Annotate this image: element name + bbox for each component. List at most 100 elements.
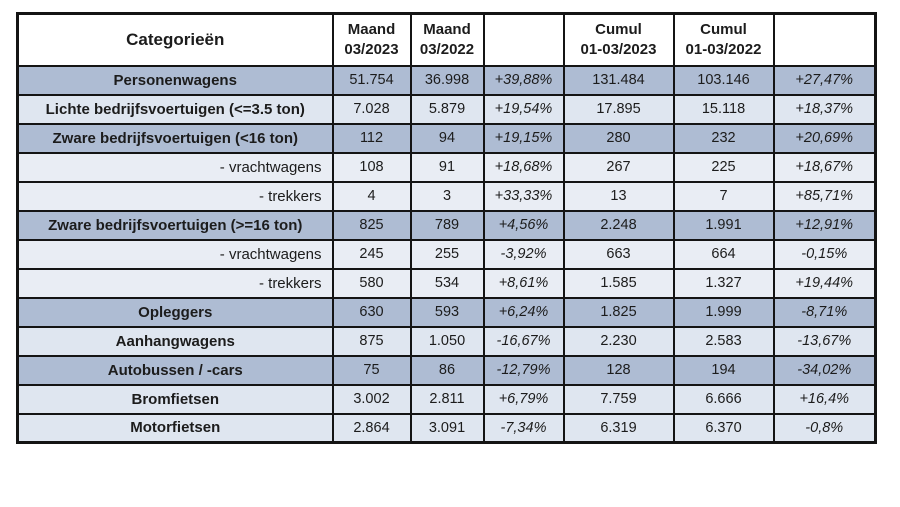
cell-pct-maand: -7,34%	[482, 412, 565, 444]
cell-cumul-2023: 663	[562, 238, 675, 270]
cell-cumul-2022: 1.999	[672, 296, 775, 328]
cell-maand-2023: 3.002	[331, 383, 412, 415]
row-aanhangwagens: Aanhangwagens 875 1.050 -16,67% 2.230 2.…	[16, 325, 877, 357]
cell-maand-2023: 245	[331, 238, 412, 270]
cell-cumul-2022: 7	[672, 180, 775, 212]
header-maand-2022-line1: Maand	[423, 21, 471, 39]
cell-category: Zware bedrijfsvoertuigen (<16 ton)	[16, 122, 334, 154]
cell-maand-2022: 94	[409, 122, 485, 154]
cell-pct-cumul: +85,71%	[772, 180, 877, 212]
row-zware-bedrijfsvoertuigen-ge16: Zware bedrijfsvoertuigen (>=16 ton) 825 …	[16, 209, 877, 241]
cell-pct-maand: +18,68%	[482, 151, 565, 183]
cell-category: Personenwagens	[16, 64, 334, 96]
header-maand-2023: Maand 03/2023	[331, 12, 412, 67]
cell-category: - vrachtwagens	[16, 238, 334, 270]
cell-pct-cumul: +12,91%	[772, 209, 877, 241]
header-cumul-2022-line2: 01-03/2022	[685, 40, 762, 58]
cell-maand-2023: 112	[331, 122, 412, 154]
header-cumul-2022: Cumul 01-03/2022	[672, 12, 775, 67]
cell-pct-maand: +4,56%	[482, 209, 565, 241]
vehicle-registrations-table: Categorieën Maand 03/2023 Maand 03/2022 …	[16, 12, 877, 444]
header-maand-2023-line2: 03/2023	[344, 40, 399, 58]
cell-cumul-2023: 7.759	[562, 383, 675, 415]
row-autobussen: Autobussen / -cars 75 86 -12,79% 128 194…	[16, 354, 877, 386]
cell-pct-maand: +6,79%	[482, 383, 565, 415]
cell-cumul-2022: 2.583	[672, 325, 775, 357]
cell-maand-2023: 580	[331, 267, 412, 299]
cell-cumul-2022: 225	[672, 151, 775, 183]
header-maand-2022: Maand 03/2022	[409, 12, 485, 67]
cell-pct-maand: +19,54%	[482, 93, 565, 125]
cell-pct-maand: -16,67%	[482, 325, 565, 357]
cell-maand-2022: 593	[409, 296, 485, 328]
cell-maand-2022: 789	[409, 209, 485, 241]
header-maand-2023-line1: Maand	[347, 21, 396, 39]
cell-category: - trekkers	[16, 267, 334, 299]
cell-category: Zware bedrijfsvoertuigen (>=16 ton)	[16, 209, 334, 241]
page: Categorieën Maand 03/2023 Maand 03/2022 …	[16, 12, 877, 444]
cell-cumul-2022: 194	[672, 354, 775, 386]
row-zware-bedrijfsvoertuigen-lt16: Zware bedrijfsvoertuigen (<16 ton) 112 9…	[16, 122, 877, 154]
cell-cumul-2023: 2.230	[562, 325, 675, 357]
cell-pct-maand: +33,33%	[482, 180, 565, 212]
cell-category: Motorfietsen	[16, 412, 334, 444]
header-cumul-2023: Cumul 01-03/2023	[562, 12, 675, 67]
cell-maand-2023: 875	[331, 325, 412, 357]
cell-cumul-2022: 1.991	[672, 209, 775, 241]
cell-cumul-2023: 280	[562, 122, 675, 154]
cell-cumul-2023: 13	[562, 180, 675, 212]
header-cumul-2022-line1: Cumul	[700, 21, 747, 39]
table-body: Personenwagens 51.754 36.998 +39,88% 131…	[16, 64, 877, 444]
row-ge16-trekkers: - trekkers 580 534 +8,61% 1.585 1.327 +1…	[16, 267, 877, 299]
header-cumul-2023-line2: 01-03/2023	[580, 40, 657, 58]
header-maand-2022-line2: 03/2022	[419, 40, 475, 58]
row-lichte-bedrijfsvoertuigen: Lichte bedrijfsvoertuigen (<=3.5 ton) 7.…	[16, 93, 877, 125]
cell-cumul-2022: 103.146	[672, 64, 775, 96]
cell-pct-maand: +8,61%	[482, 267, 565, 299]
cell-pct-cumul: +18,67%	[772, 151, 877, 183]
cell-maand-2023: 825	[331, 209, 412, 241]
cell-cumul-2023: 1.585	[562, 267, 675, 299]
header-category: Categorieën	[16, 12, 334, 67]
row-bromfietsen: Bromfietsen 3.002 2.811 +6,79% 7.759 6.6…	[16, 383, 877, 415]
cell-cumul-2023: 128	[562, 354, 675, 386]
cell-maand-2022: 1.050	[409, 325, 485, 357]
cell-category: Lichte bedrijfsvoertuigen (<=3.5 ton)	[16, 93, 334, 125]
row-lt16-vrachtwagens: - vrachtwagens 108 91 +18,68% 267 225 +1…	[16, 151, 877, 183]
cell-pct-cumul: +27,47%	[772, 64, 877, 96]
cell-pct-cumul: -8,71%	[772, 296, 877, 328]
header-row: Categorieën Maand 03/2023 Maand 03/2022 …	[16, 12, 877, 67]
cell-maand-2022: 3.091	[409, 412, 485, 444]
cell-cumul-2022: 1.327	[672, 267, 775, 299]
cell-pct-cumul: +20,69%	[772, 122, 877, 154]
row-opleggers: Opleggers 630 593 +6,24% 1.825 1.999 -8,…	[16, 296, 877, 328]
cell-pct-cumul: +18,37%	[772, 93, 877, 125]
cell-cumul-2022: 664	[672, 238, 775, 270]
cell-pct-maand: +39,88%	[482, 64, 565, 96]
cell-maand-2022: 36.998	[409, 64, 485, 96]
table-header: Categorieën Maand 03/2023 Maand 03/2022 …	[16, 12, 877, 67]
cell-cumul-2023: 267	[562, 151, 675, 183]
cell-maand-2023: 630	[331, 296, 412, 328]
cell-category: Opleggers	[16, 296, 334, 328]
cell-cumul-2023: 17.895	[562, 93, 675, 125]
cell-category: - vrachtwagens	[16, 151, 334, 183]
cell-pct-cumul: -34,02%	[772, 354, 877, 386]
cell-cumul-2022: 15.118	[672, 93, 775, 125]
cell-maand-2023: 51.754	[331, 64, 412, 96]
cell-pct-cumul: +19,44%	[772, 267, 877, 299]
row-motorfietsen: Motorfietsen 2.864 3.091 -7,34% 6.319 6.…	[16, 412, 877, 444]
cell-category: Aanhangwagens	[16, 325, 334, 357]
cell-maand-2022: 534	[409, 267, 485, 299]
cell-pct-cumul: -0,15%	[772, 238, 877, 270]
header-pct-maand	[482, 12, 565, 67]
cell-maand-2023: 2.864	[331, 412, 412, 444]
cell-maand-2023: 75	[331, 354, 412, 386]
cell-pct-maand: +6,24%	[482, 296, 565, 328]
cell-pct-cumul: -0,8%	[772, 412, 877, 444]
cell-category: Bromfietsen	[16, 383, 334, 415]
cell-cumul-2023: 131.484	[562, 64, 675, 96]
cell-category: Autobussen / -cars	[16, 354, 334, 386]
cell-maand-2023: 7.028	[331, 93, 412, 125]
cell-pct-maand: -12,79%	[482, 354, 565, 386]
